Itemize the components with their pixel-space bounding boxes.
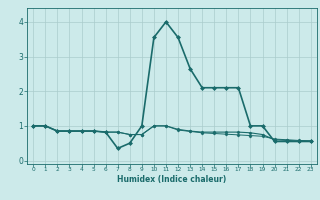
X-axis label: Humidex (Indice chaleur): Humidex (Indice chaleur) <box>117 175 227 184</box>
